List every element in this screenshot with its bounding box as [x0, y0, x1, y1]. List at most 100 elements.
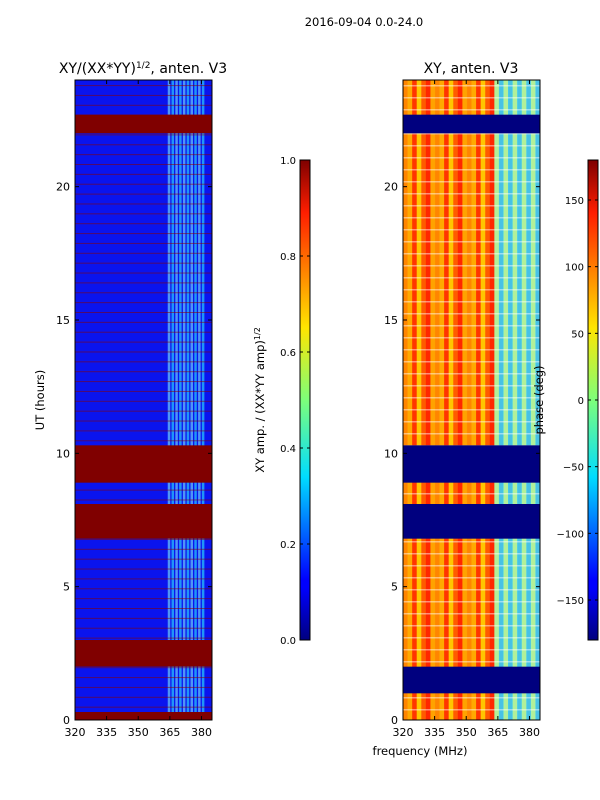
phase-texture-line: [403, 337, 540, 339]
phase-texture-column: [498, 80, 504, 720]
phase-texture-column: [416, 80, 422, 720]
phase-texture-line: [403, 553, 540, 555]
amp-texture-line: [75, 558, 212, 560]
phase-texture-line: [403, 301, 540, 303]
colorbar-tick-label: −150: [557, 596, 584, 607]
amp-texture-stripe: [167, 80, 171, 720]
phase-masked-band: [403, 445, 540, 483]
phase-texture-column: [407, 80, 413, 720]
amp-texture-line: [75, 183, 212, 185]
phase-texture-column: [430, 80, 436, 720]
colorbar-tick-label: 100: [565, 263, 584, 274]
phase-texture-line: [403, 181, 540, 183]
phase-texture-line: [403, 241, 540, 243]
amp-masked-band: [75, 504, 212, 539]
phase-texture-column: [494, 80, 500, 720]
amp-texture-line: [75, 154, 212, 156]
amp-masked-band: [75, 445, 212, 483]
y-tick-label: 15: [56, 314, 70, 327]
amp-texture-line: [75, 371, 212, 373]
amp-texture-line: [75, 686, 212, 688]
amp-texture-line: [75, 223, 212, 225]
phase-texture-line: [403, 205, 540, 207]
amp-texture-line: [75, 282, 212, 284]
amp-texture-line: [75, 331, 212, 333]
amp-texture-line: [75, 302, 212, 304]
colorbar-tick-label: 0.0: [280, 636, 296, 647]
y-tick-label: 0: [63, 714, 70, 727]
phase-texture-line: [403, 349, 540, 351]
amp-texture-line: [75, 608, 212, 609]
y-tick-label: 5: [63, 581, 70, 594]
phase-texture-line: [403, 109, 540, 111]
y-tick-label: 0: [391, 714, 398, 727]
amp-texture-line: [75, 548, 212, 550]
amp-texture-stripe: [182, 80, 186, 720]
phase-texture-line: [403, 229, 540, 231]
amp-texture-line: [75, 164, 212, 165]
phase-masked-band: [403, 504, 540, 539]
phase-texture-column: [480, 80, 486, 720]
phase-texture-line: [403, 589, 540, 591]
phase-texture-line: [403, 193, 540, 195]
phase-texture-line: [403, 265, 540, 267]
phase-texture-column: [457, 80, 463, 720]
phase-colorbar-ticks: −150 −100 −50 0 50 100 150: [557, 196, 598, 607]
phase-texture-line: [403, 325, 540, 327]
phase-texture-column: [466, 80, 472, 720]
amp-texture-line: [75, 430, 212, 432]
colorbar-tick-label: 1.0: [280, 156, 296, 167]
amp-texture-line: [75, 627, 212, 629]
amp-x-axis: 320 335 350 365 380: [65, 80, 212, 739]
amp-texture-line: [75, 538, 212, 540]
phase-heatmap-bands: [403, 85, 540, 711]
amp-texture-line: [75, 351, 212, 353]
amp-colorbar-gradient: [299, 159, 311, 641]
amp-texture-line: [75, 292, 212, 294]
phase-texture-line: [403, 373, 540, 375]
amp-texture-line: [75, 321, 212, 323]
amp-plot-frame: [74, 79, 213, 721]
amp-texture-line: [75, 598, 212, 600]
phase-texture-column: [434, 80, 441, 720]
phase-texture-line: [403, 97, 540, 99]
phase-texture-line: [403, 145, 540, 147]
amp-texture-line: [75, 85, 212, 87]
x-tick-label: 380: [191, 726, 212, 739]
amp-texture-stripe: [186, 80, 190, 720]
x-tick-label: 320: [65, 726, 86, 739]
amp-panel-title: XY/(XX*YY)1/2, anten. V3: [59, 61, 227, 77]
amplitude-panel: XY/(XX*YY)1/2, anten. V3 0 5 10 15 20 320 335…: [33, 61, 227, 739]
figure-suptitle: 2016-09-04 0.0-24.0: [305, 15, 424, 29]
colorbar-tick-label: 50: [571, 329, 584, 340]
phase-texture-line: [403, 85, 540, 87]
y-tick-label: 20: [384, 181, 398, 194]
phase-texture-line: [403, 709, 540, 711]
phase-texture-column: [425, 80, 431, 720]
amp-texture-line: [75, 272, 212, 274]
phase-texture-line: [403, 217, 540, 219]
amp-masked-band: [75, 640, 212, 667]
phase-texture-line: [403, 565, 540, 567]
amp-texture-line: [75, 499, 212, 501]
amp-texture-line: [75, 134, 212, 136]
amp-texture-line: [75, 262, 212, 264]
phase-texture-line: [403, 637, 540, 639]
y-tick-label: 15: [384, 314, 398, 327]
phase-texture-column: [530, 80, 536, 720]
colorbar-tick-label: 0.8: [280, 252, 296, 263]
phase-texture-column: [517, 80, 523, 720]
phase-texture-column: [476, 80, 482, 720]
phase-texture-line: [403, 625, 540, 627]
amp-texture-line: [75, 193, 212, 195]
amp-texture-line: [75, 588, 212, 590]
amp-texture-line: [75, 578, 212, 580]
phase-texture-line: [403, 385, 540, 387]
phase-texture-line: [403, 253, 540, 255]
amp-texture-line: [75, 410, 212, 412]
phase-texture-line: [403, 577, 540, 579]
amp-texture-line: [75, 361, 212, 363]
x-tick-label: 335: [424, 726, 445, 739]
phase-plot-frame: [402, 79, 541, 721]
